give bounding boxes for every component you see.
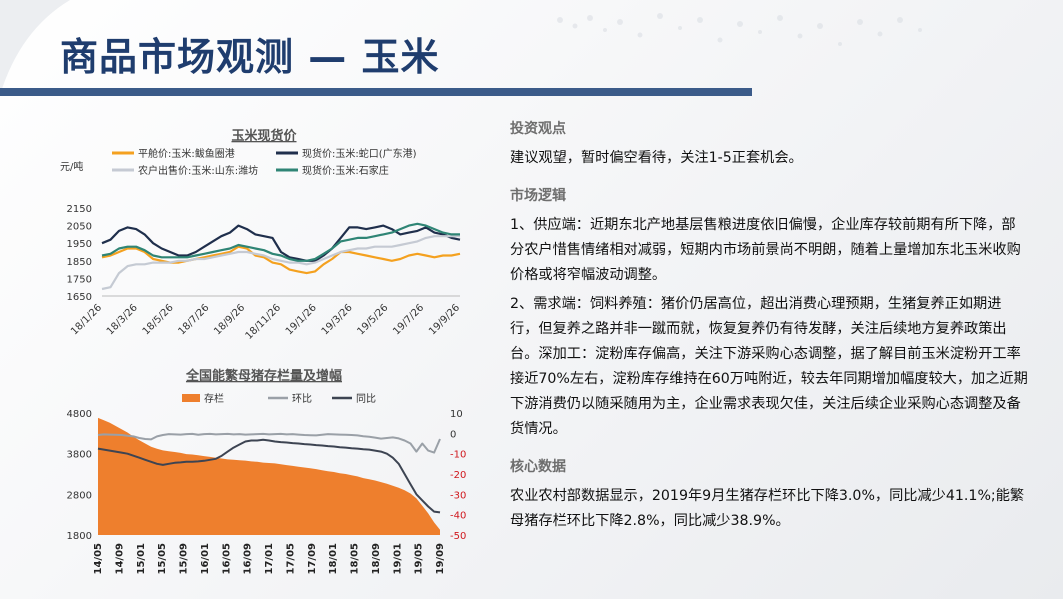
x-tick-label: 16/09	[243, 543, 254, 575]
x-tick-label: 14/09	[114, 543, 125, 575]
y-tick-label: 3800	[67, 450, 92, 461]
x-tick-label: 19/9/26	[427, 302, 462, 337]
y-tick-label: 2150	[67, 204, 92, 215]
y-tick-label: 1850	[67, 257, 92, 268]
x-tick-label: 19/1/26	[284, 302, 319, 337]
section-paragraph: 农业农村部数据显示，2019年9月生猪存栏环比下降3.0%，同比减少41.1%;…	[510, 488, 1025, 529]
section-market-logic: 市场逻辑 1、供应端：近期东北产地基层售粮进度依旧偏慢，企业库存较前期有所下降，…	[508, 185, 1028, 442]
commentary-panel: 投资观点 建议观望，暂时偏空看待，关注1-5正套机会。 市场逻辑 1、供应端：近…	[508, 118, 1028, 548]
y-axis-label: 元/吨	[60, 160, 83, 173]
legend-label: 现货价:玉米:蛇口(广东港)	[302, 147, 417, 160]
x-tick-label: 19/01	[392, 543, 403, 575]
y2-tick-label: -20	[450, 470, 466, 481]
legend-label: 现货价:玉米:石家庄	[302, 164, 389, 177]
chart-title: 全国能繁母猪存栏量及增幅	[185, 368, 342, 384]
legend-label: 环比	[292, 393, 312, 405]
x-tick-label: 19/7/26	[391, 302, 426, 337]
series-line	[101, 245, 461, 275]
chart-title: 玉米现货价	[231, 128, 297, 144]
section-paragraph: 1、供应端：近期东北产地基层售粮进度依旧偏慢，企业库存较前期有所下降，部分农户惜…	[510, 217, 1021, 283]
series-area	[98, 417, 440, 535]
section-investment-view: 投资观点 建议观望，暂时偏空看待，关注1-5正套机会。	[508, 118, 1028, 171]
x-tick-label: 19/05	[414, 543, 425, 575]
x-tick-label: 18/7/26	[176, 302, 211, 337]
x-tick-label: 15/05	[157, 543, 168, 575]
x-tick-label: 18/3/26	[105, 302, 140, 337]
x-tick-label: 16/01	[200, 543, 211, 575]
x-tick-label: 18/9/26	[212, 302, 247, 337]
x-tick-label: 18/01	[328, 543, 339, 575]
series-line	[97, 438, 441, 514]
section-title: 市场逻辑	[510, 188, 566, 204]
x-tick-label: 15/09	[179, 543, 190, 575]
series-line	[97, 432, 441, 454]
y-tick-label: 1750	[67, 274, 92, 285]
y-tick-label: 1650	[67, 292, 92, 303]
legend-label: 平舱价:玉米:鲅鱼圈港	[138, 147, 235, 160]
y2-tick-label: 0	[450, 429, 456, 440]
legend-label: 存栏	[204, 392, 224, 405]
legend-label: 农户出售价:玉米:山东:潍坊	[138, 164, 258, 177]
x-tick-label: 14/05	[93, 543, 104, 575]
section-paragraph: 2、需求端：饲料养殖：猪价仍居高位，超出消费心理预期，生猪复养正如期进行，但复养…	[510, 296, 1028, 437]
x-tick-label: 18/5/26	[141, 302, 176, 337]
y2-tick-label: 10	[450, 409, 463, 420]
y-tick-label: 4800	[67, 409, 92, 420]
x-tick-label: 19/5/26	[355, 302, 390, 337]
x-tick-label: 17/09	[307, 543, 318, 575]
x-tick-label: 19/09	[435, 543, 446, 575]
y2-tick-label: -50	[450, 531, 466, 542]
title-divider-bar	[0, 88, 752, 96]
legend-label: 同比	[356, 393, 376, 405]
x-tick-label: 16/05	[221, 543, 232, 575]
x-tick-label: 17/05	[285, 543, 296, 575]
section-core-data: 核心数据 农业农村部数据显示，2019年9月生猪存栏环比下降3.0%，同比减少4…	[508, 456, 1028, 534]
y-tick-label: 1950	[67, 239, 92, 250]
y2-tick-label: -30	[450, 490, 466, 501]
legend-swatch	[182, 394, 200, 402]
section-paragraph: 建议观望，暂时偏空看待，关注1-5正套机会。	[510, 150, 803, 166]
x-tick-label: 18/11/26	[244, 302, 284, 342]
y2-tick-label: -10	[450, 450, 466, 461]
section-title: 核心数据	[510, 459, 566, 475]
y-tick-label: 2050	[67, 222, 92, 233]
x-tick-label: 15/01	[136, 543, 147, 575]
y-tick-label: 2800	[67, 490, 92, 501]
y2-tick-label: -40	[450, 511, 466, 522]
section-title: 投资观点	[510, 121, 566, 137]
series-line	[101, 224, 461, 262]
x-tick-label: 18/05	[350, 543, 361, 575]
x-tick-label: 18/09	[371, 543, 382, 575]
background-decoration	[0, 0, 922, 95]
series-line	[101, 222, 460, 262]
x-tick-label: 17/01	[264, 543, 275, 575]
page-title: 商品市场观测 — 玉米	[60, 35, 440, 79]
x-tick-label: 19/3/26	[320, 302, 355, 337]
series-line	[101, 235, 460, 291]
y-tick-label: 1800	[67, 531, 92, 542]
x-tick-label: 18/1/26	[69, 302, 104, 337]
